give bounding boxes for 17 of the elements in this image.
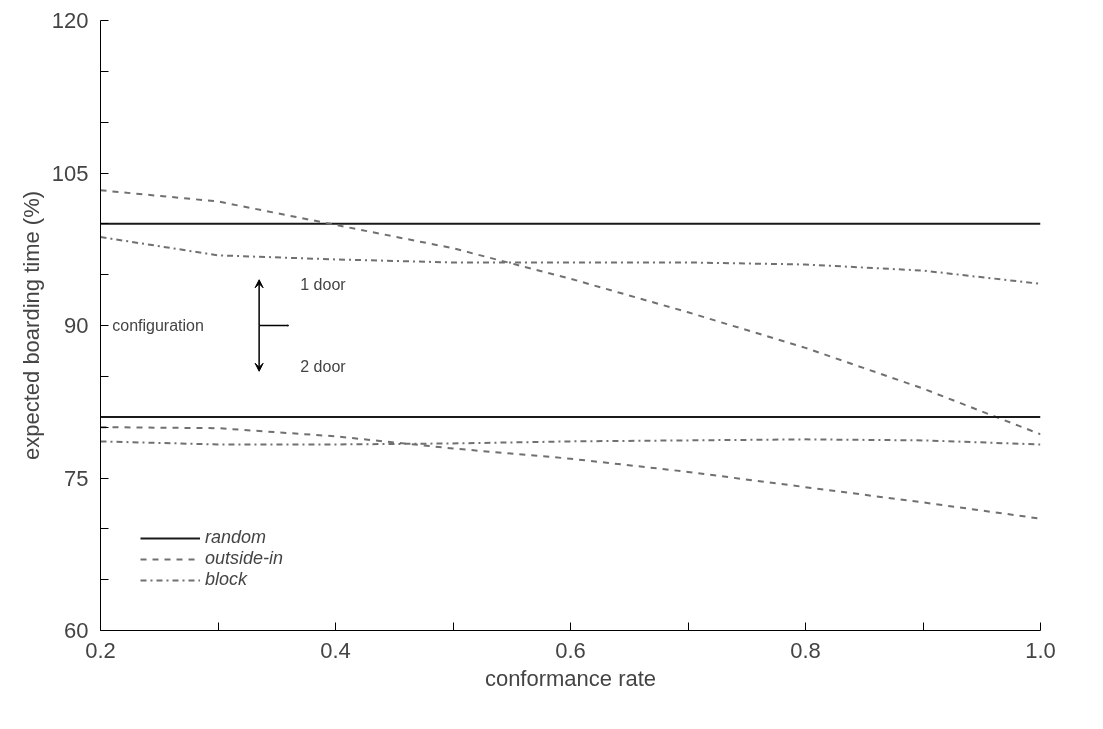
y-tick-label: 90 — [64, 313, 89, 338]
annotation: 1 door — [300, 276, 347, 294]
annotation: 2 door — [300, 357, 347, 375]
annotation: configuration — [112, 317, 204, 334]
x-tick-label: 0.8 — [790, 637, 821, 663]
y-axis-title: expected boarding time (%) — [18, 190, 44, 461]
y-tick-label: 105 — [51, 160, 89, 186]
y-tick-label: 120 — [51, 8, 89, 33]
line-series — [100, 189, 1041, 436]
legend-label: outside-in — [205, 548, 284, 569]
x-tick-label: 0.4 — [320, 637, 351, 663]
legend-label: random — [205, 527, 267, 548]
legend-label: block — [205, 569, 248, 590]
x-tick-label: 0.6 — [555, 637, 586, 663]
x-tick-label: 1.0 — [1025, 637, 1056, 663]
x-axis-title: conformance rate — [484, 665, 657, 691]
y-tick-label: 75 — [64, 465, 89, 491]
